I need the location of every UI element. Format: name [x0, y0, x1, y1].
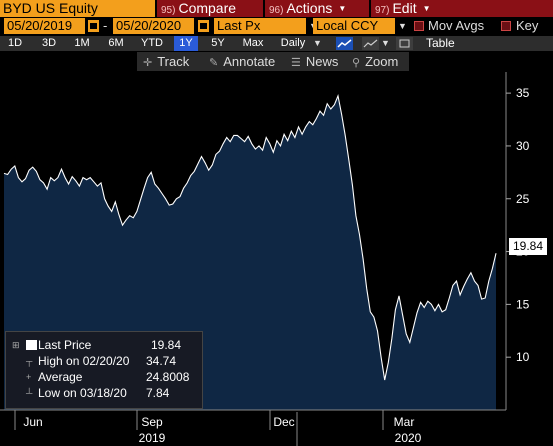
zoom-label: Zoom	[365, 54, 399, 69]
x-year-label: 2019	[139, 431, 166, 445]
legend-low-value: 7.84	[146, 386, 170, 400]
chart-tools: ✛ Track ✎ Annotate ☰ News ⚲ Zoom	[137, 52, 409, 71]
legend-last-price: ⊞ Last Price 19.84	[6, 337, 202, 353]
magnifier-icon: ⚲	[352, 57, 361, 69]
edit-button[interactable]: 97) Edit ▼	[371, 0, 553, 17]
period-max[interactable]: Max	[242, 37, 264, 49]
average-marker-icon: +	[26, 372, 32, 382]
annotate-tool[interactable]: ✎ Annotate	[209, 52, 275, 71]
compare-shortcut: 95)	[161, 5, 176, 16]
chart-type-icon[interactable]	[362, 37, 379, 50]
x-tick-label: Sep	[141, 415, 163, 429]
news-label: News	[305, 54, 339, 69]
mov-avgs-checkbox[interactable]	[414, 21, 424, 31]
zoom-tool[interactable]: ⚲ Zoom	[352, 52, 398, 71]
y-tick-label: 30	[516, 139, 530, 153]
price-line	[3, 93, 497, 381]
field-selector[interactable]: Last Px	[214, 18, 306, 34]
legend-low-label: Low on 03/18/20	[38, 386, 127, 400]
actions-button[interactable]: 96) Actions ▼	[265, 0, 369, 17]
chart-legend[interactable]: ⊞ Last Price 19.84 ┬ High on 02/20/20 34…	[5, 331, 203, 409]
legend-last-price-value: 19.84	[151, 338, 182, 352]
frequency-selector[interactable]: Daily	[280, 37, 306, 49]
x-tick-label: Jun	[23, 415, 42, 429]
chevron-down-icon[interactable]: ▼	[313, 38, 322, 48]
period-1m[interactable]: 1M	[74, 37, 90, 49]
news-icon: ☰	[291, 57, 301, 69]
period-1d[interactable]: 1D	[7, 37, 23, 49]
low-marker-icon: ┴	[26, 388, 33, 398]
pencil-icon: ✎	[209, 57, 219, 69]
actions-shortcut: 96)	[269, 5, 284, 16]
crosshair-icon: ✛	[143, 57, 153, 69]
chevron-down-icon[interactable]: ▼	[398, 21, 407, 31]
period-5y[interactable]: 5Y	[211, 37, 225, 49]
legend-high-value: 34.74	[146, 354, 177, 368]
legend-low: ┴ Low on 03/18/20 7.84	[6, 385, 202, 401]
legend-high: ┬ High on 02/20/20 34.74	[6, 353, 202, 369]
date-range-dash: -	[103, 18, 108, 33]
high-marker-icon: ┬	[26, 356, 33, 366]
y-tick-label: 15	[516, 297, 530, 311]
legend-high-label: High on 02/20/20	[38, 354, 130, 368]
track-label: Track	[157, 54, 190, 69]
legend-average: + Average 24.8008	[6, 369, 202, 385]
settings-icon[interactable]	[396, 37, 413, 50]
x-tick-label: Dec	[273, 415, 294, 429]
actions-label: Actions	[286, 0, 333, 16]
compare-button[interactable]: 95) Compare	[157, 0, 263, 17]
mov-avgs-label: Mov Avgs	[428, 18, 485, 33]
y-tick-label: 25	[516, 192, 530, 206]
title-bar: BYD US Equity 95) Compare 96) Actions ▼ 97)…	[0, 0, 553, 17]
edit-shortcut: 97)	[375, 5, 390, 16]
edit-caret-icon: ▼	[422, 4, 431, 13]
key-label: Key	[516, 18, 539, 33]
edit-label: Edit	[392, 0, 417, 16]
legend-last-price-label: Last Price	[38, 338, 92, 352]
chart-tools-bar: ✛ Track ✎ Annotate ☰ News ⚲ Zoom	[0, 52, 553, 71]
range-bar: 05/20/2019 - 05/20/2020 Last Px ▼ Local …	[0, 18, 553, 35]
period-1y[interactable]: 1Y	[174, 36, 198, 51]
end-date-field[interactable]: 05/20/2020	[113, 18, 194, 34]
compare-label: Compare	[178, 0, 237, 16]
period-3d[interactable]: 3D	[41, 37, 57, 49]
currency-selector[interactable]: Local CCY	[313, 18, 395, 34]
actions-caret-icon: ▼	[338, 4, 347, 13]
ticker-field[interactable]: BYD US Equity	[0, 0, 155, 17]
table-button[interactable]: Table	[426, 36, 455, 50]
x-year-label: 2020	[395, 431, 422, 445]
legend-average-value: 24.8008	[146, 370, 190, 384]
y-tick-label: 35	[516, 86, 530, 100]
x-tick-label: Mar	[394, 415, 415, 429]
y-tick-label: 10	[516, 350, 530, 364]
start-date-field[interactable]: 05/20/2019	[4, 18, 85, 34]
legend-average-label: Average	[38, 370, 83, 384]
period-ytd[interactable]: YTD	[141, 37, 163, 49]
news-tool[interactable]: ☰ News	[291, 52, 338, 71]
key-checkbox[interactable]	[501, 21, 511, 31]
legend-toggle-icon[interactable]: ⊞	[12, 340, 20, 350]
calendar-icon[interactable]	[88, 20, 99, 32]
line-chart-icon[interactable]	[336, 37, 353, 50]
period-6m[interactable]: 6M	[108, 37, 124, 49]
annotate-label: Annotate	[223, 54, 276, 69]
chevron-down-icon[interactable]: ▼	[381, 38, 390, 48]
legend-swatch	[26, 340, 37, 350]
calendar-icon[interactable]	[198, 20, 209, 32]
last-value-label: 19.84	[509, 238, 547, 255]
period-toolbar: 1D 3D 1M 6M YTD 1Y 5Y Max Daily ▼ ▼ Tabl…	[0, 36, 553, 51]
track-tool[interactable]: ✛ Track	[143, 52, 189, 71]
